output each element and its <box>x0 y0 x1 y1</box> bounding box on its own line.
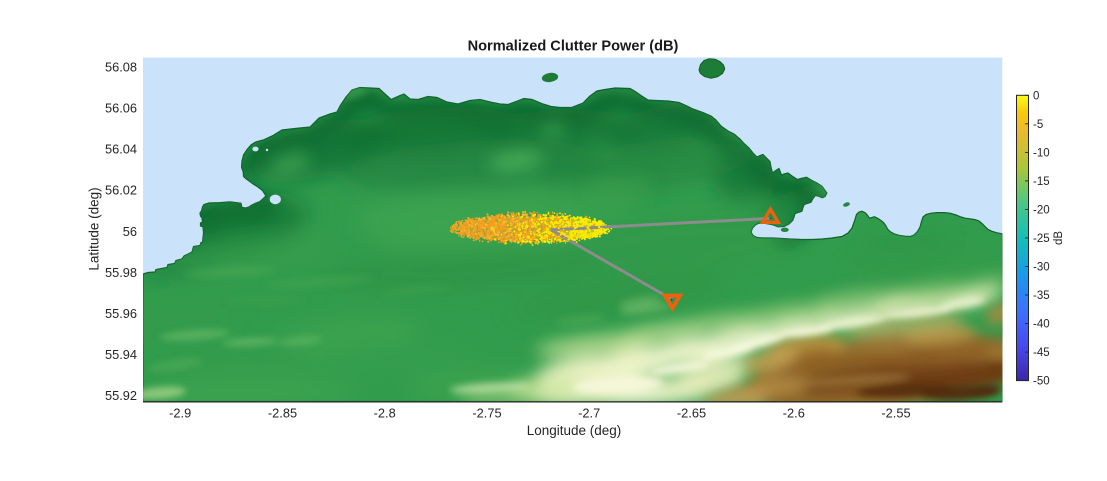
svg-text:-10: -10 <box>1033 147 1050 159</box>
svg-text:56.04: 56.04 <box>105 142 137 157</box>
svg-text:-5: -5 <box>1033 119 1043 131</box>
svg-text:-2.65: -2.65 <box>677 406 706 421</box>
svg-text:55.96: 55.96 <box>105 306 137 321</box>
svg-text:-2.9: -2.9 <box>169 406 191 421</box>
svg-text:-2.75: -2.75 <box>472 406 501 421</box>
svg-text:55.92: 55.92 <box>105 388 137 403</box>
svg-text:Normalized Clutter Power (dB): Normalized Clutter Power (dB) <box>468 39 679 55</box>
svg-text:Latitude (deg): Latitude (deg) <box>87 187 102 270</box>
svg-text:-45: -45 <box>1033 347 1050 359</box>
svg-text:-35: -35 <box>1033 290 1050 302</box>
svg-text:-50: -50 <box>1033 376 1050 388</box>
svg-text:56.08: 56.08 <box>105 60 137 75</box>
svg-text:56: 56 <box>123 224 137 239</box>
svg-text:-20: -20 <box>1033 204 1050 216</box>
svg-text:-2.7: -2.7 <box>578 406 600 421</box>
svg-text:-30: -30 <box>1033 262 1050 274</box>
svg-text:-15: -15 <box>1033 176 1050 188</box>
svg-text:55.94: 55.94 <box>105 347 137 362</box>
svg-text:0: 0 <box>1033 90 1039 102</box>
svg-text:56.02: 56.02 <box>105 183 137 198</box>
svg-text:-25: -25 <box>1033 233 1050 245</box>
svg-text:55.98: 55.98 <box>105 265 137 280</box>
svg-text:-2.6: -2.6 <box>783 406 805 421</box>
svg-text:-2.8: -2.8 <box>374 406 396 421</box>
svg-text:Longitude (deg): Longitude (deg) <box>527 423 622 438</box>
svg-text:-2.85: -2.85 <box>268 406 297 421</box>
svg-text:dB: dB <box>1053 231 1065 245</box>
svg-text:-2.55: -2.55 <box>881 406 910 421</box>
svg-text:56.06: 56.06 <box>105 101 137 116</box>
svg-text:-40: -40 <box>1033 319 1050 331</box>
